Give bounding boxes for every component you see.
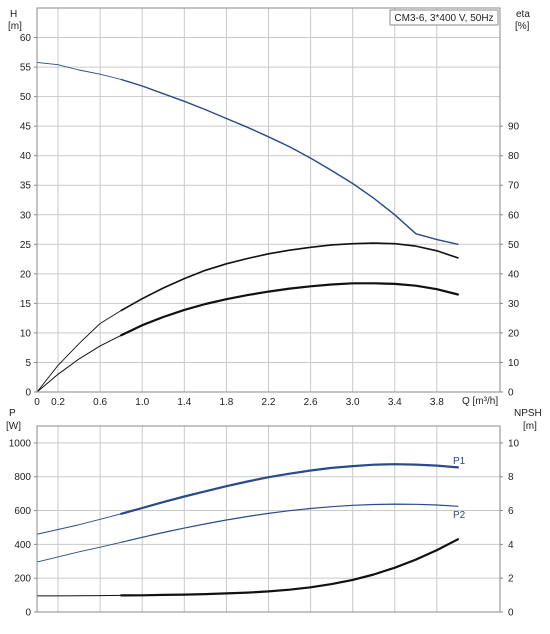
- bottom-left-tick-label: 200: [14, 574, 31, 585]
- top-left-tick-label: 50: [20, 92, 32, 103]
- x-tick-label: 3.0: [346, 397, 360, 408]
- x-tick-label: 0: [34, 397, 40, 408]
- top-right-tick-label: 70: [508, 181, 520, 192]
- top-right-tick-label: 40: [508, 269, 520, 280]
- bottom-left-tick-label: 600: [14, 506, 31, 517]
- top-right-tick-label: 0: [508, 388, 514, 399]
- top-series-curve-2-extension: [36, 310, 122, 393]
- top-left-tick-label: 30: [20, 210, 32, 221]
- top-plot-frame: [36, 7, 501, 393]
- top-grid: [37, 8, 500, 392]
- x-tick-label: 0.2: [51, 397, 65, 408]
- bottom-plot-frame: [36, 425, 501, 613]
- bottom-right-tick-label: 0: [508, 608, 514, 619]
- top-series-curve-2-line: [120, 242, 459, 312]
- top-left-tick-label: 0: [25, 388, 31, 399]
- x-tick-label: 2.6: [304, 397, 318, 408]
- x-tick-label: 1.4: [177, 397, 191, 408]
- top-series-group: [36, 61, 459, 393]
- top-series-curve-1-line: [120, 78, 459, 245]
- top-left-tick-label: 55: [20, 63, 32, 74]
- npsh-axis-unit: [m]: [523, 421, 537, 432]
- bottom-grid: [37, 426, 500, 612]
- bottom-right-tick-label: 6: [508, 506, 514, 517]
- top-left-tick-label: 10: [20, 328, 32, 339]
- top-right-tick-label: 30: [508, 299, 520, 310]
- top-tick-labels: 0 5 10 15 20 25 30 35 40 45 50 55 60 0 10 20 30 40 50 60 70 8…: [20, 33, 520, 408]
- head-axis-unit: [m]: [8, 21, 22, 32]
- eta-axis-unit: [%]: [515, 21, 530, 32]
- top-right-tick-label: 60: [508, 210, 520, 221]
- top-left-tick-label: 40: [20, 151, 32, 162]
- model-label: CM3-6, 3*400 V, 50Hz: [394, 13, 493, 24]
- top-left-tick-label: 60: [20, 33, 32, 44]
- bottom-series-group: [36, 463, 459, 597]
- bottom-left-tick-label: 0: [25, 608, 31, 619]
- model-label-box: [389, 9, 499, 26]
- bottom-series-p1-extension: [36, 513, 122, 535]
- x-tick-label: 3.8: [430, 397, 444, 408]
- flow-axis-label: Q [m³/h]: [462, 396, 498, 407]
- top-right-tick-label: 80: [508, 151, 520, 162]
- bottom-tick-labels: 0 200 400 600 800 1000 0 2 4 6 8 10: [9, 438, 520, 618]
- power-axis-unit: [W]: [6, 421, 21, 432]
- bottom-right-tick-label: 8: [508, 472, 514, 483]
- x-tick-label: 3.4: [388, 397, 402, 408]
- head-efficiency-panel: 0 5 10 15 20 25 30 35 40 45 50 55 60 0 10 20 30 40 50 60 70 8…: [8, 7, 530, 408]
- x-tick-label: 2.2: [262, 397, 276, 408]
- x-tick-label: 1.8: [219, 397, 233, 408]
- bottom-series-curve-3-line: [120, 538, 459, 597]
- bottom-series-p2-extension: [36, 541, 122, 563]
- series-label-p2: P2: [453, 510, 466, 521]
- bottom-right-tick-label: 4: [508, 540, 514, 551]
- top-right-tick-label: 20: [508, 328, 520, 339]
- top-left-tick-label: 5: [25, 358, 31, 369]
- eta-axis-label: eta: [516, 9, 530, 20]
- bottom-left-tick-label: 400: [14, 540, 31, 551]
- top-left-tick-label: 15: [20, 299, 32, 310]
- top-series-curve-3-extension: [36, 334, 122, 393]
- top-left-tick-label: 25: [20, 240, 32, 251]
- bottom-left-tick-label: 800: [14, 472, 31, 483]
- bottom-series-curve-3-extension: [36, 594, 122, 597]
- power-axis-label: P: [9, 408, 16, 419]
- bottom-series-p1-line: [120, 463, 459, 515]
- top-right-tick-label: 10: [508, 358, 520, 369]
- top-right-tick-label: 50: [508, 240, 520, 251]
- top-left-tick-label: 45: [20, 122, 32, 133]
- series-label-p1: P1: [453, 456, 466, 467]
- top-left-tick-label: 35: [20, 181, 32, 192]
- bottom-series-p2-line: [120, 503, 459, 543]
- head-axis-label: H: [10, 9, 17, 20]
- top-series-curve-1-extension: [36, 61, 122, 80]
- bottom-right-tick-label: 10: [508, 438, 520, 449]
- bottom-right-tick-label: 2: [508, 574, 514, 585]
- top-series-curve-3-line: [120, 282, 459, 337]
- bottom-left-tick-label: 1000: [9, 438, 32, 449]
- x-tick-label: 1.0: [135, 397, 149, 408]
- npsh-axis-label: NPSH: [514, 408, 542, 419]
- top-right-tick-label: 90: [508, 122, 520, 133]
- x-tick-label: 0.6: [93, 397, 107, 408]
- top-left-tick-label: 20: [20, 269, 32, 280]
